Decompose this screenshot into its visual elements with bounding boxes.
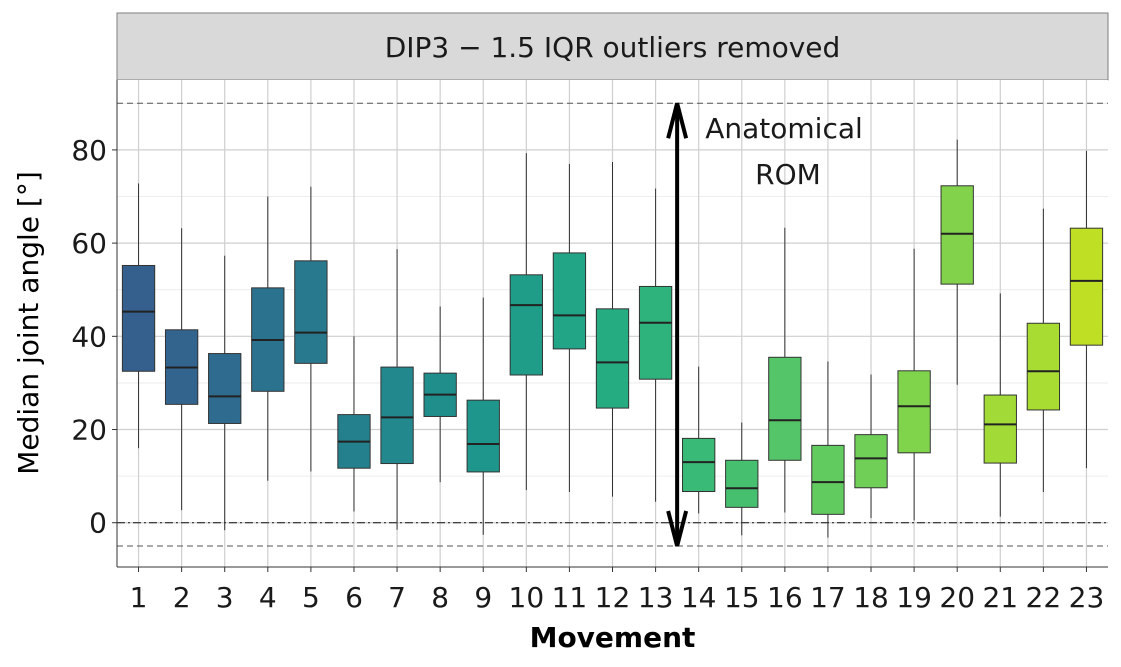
box-series: [121, 139, 1104, 538]
box-body: [638, 285, 673, 380]
box-body: [940, 185, 974, 285]
box-5: [294, 186, 328, 472]
box-3: [208, 255, 242, 531]
x-tick-label: 16: [767, 581, 803, 614]
y-tick-label: 60: [71, 227, 107, 260]
box-body: [294, 260, 328, 364]
x-axis-ticks: 1 2 3 4 5 6 7 8 9 10 11 12 13 14 15 16 17 18 19 20 21 22 23: [130, 567, 1105, 614]
box-body: [208, 353, 242, 424]
y-tick-label: 20: [71, 414, 107, 447]
reference-lines: [117, 102, 1108, 547]
box-18: [854, 374, 888, 519]
box-17: [811, 361, 845, 538]
box-11: [552, 163, 587, 492]
box-15: [725, 422, 759, 536]
facet-title: DIP3 − 1.5 IQR outliers removed: [385, 31, 841, 64]
x-tick-label: 17: [810, 581, 846, 614]
box-body: [897, 370, 931, 454]
y-tick-label: 40: [71, 320, 107, 353]
x-tick-label: 1: [130, 581, 148, 614]
box-body: [983, 394, 1017, 464]
y-tick-label: 0: [89, 507, 107, 540]
x-tick-label: 9: [474, 581, 492, 614]
x-tick-label: 19: [896, 581, 932, 614]
y-axis-ticks: 0 20 40 60 80: [71, 134, 117, 540]
x-tick-label: 22: [1026, 581, 1062, 614]
x-tick-label: 13: [638, 581, 674, 614]
box-body: [854, 434, 888, 489]
box-2: [164, 228, 199, 511]
x-tick-label: 3: [216, 581, 234, 614]
x-tick-label: 23: [1069, 581, 1105, 614]
box-body: [509, 274, 543, 376]
x-tick-label: 15: [724, 581, 760, 614]
box-9: [466, 297, 500, 535]
box-4: [251, 196, 285, 481]
rom-arrow-head-up: [666, 102, 689, 139]
x-tick-label: 4: [259, 581, 277, 614]
box-14: [682, 366, 716, 514]
x-tick-label: 21: [982, 581, 1018, 614]
x-tick-label: 7: [388, 581, 406, 614]
facet-strip: [116, 12, 1109, 81]
box-6: [337, 336, 371, 512]
box-19: [897, 248, 931, 521]
box-8: [423, 306, 457, 483]
x-tick-label: 20: [939, 581, 975, 614]
x-tick-label: 11: [552, 581, 588, 614]
x-axis-title: Movement: [530, 621, 696, 654]
box-body: [380, 366, 414, 465]
box-10: [509, 153, 543, 491]
x-tick-label: 5: [302, 581, 320, 614]
box-13: [638, 188, 673, 502]
y-axis-title: Median joint angle [°]: [12, 171, 45, 475]
box-body: [682, 437, 716, 493]
box-22: [1026, 208, 1061, 492]
x-tick-label: 12: [595, 581, 631, 614]
rom-annotation: Anatomical ROM: [666, 102, 863, 547]
rom-arrow-head-down: [666, 510, 689, 547]
x-tick-label: 10: [509, 581, 545, 614]
box-body: [466, 399, 500, 473]
x-tick-label: 2: [173, 581, 191, 614]
x-tick-label: 8: [431, 581, 449, 614]
box-body: [1026, 322, 1061, 411]
box-body: [552, 252, 587, 350]
x-tick-label: 14: [681, 581, 717, 614]
box-body: [768, 356, 802, 461]
box-7: [380, 249, 414, 530]
box-16: [768, 227, 802, 513]
box-12: [595, 162, 630, 497]
x-tick-label: 18: [853, 581, 889, 614]
box-body: [595, 308, 630, 409]
annotation-line-1: Anatomical: [705, 112, 863, 145]
box-body: [811, 444, 845, 515]
y-tick-label: 80: [71, 134, 107, 167]
x-tick-label: 6: [345, 581, 363, 614]
box-body: [1069, 227, 1104, 346]
box-body: [725, 459, 759, 508]
box-20: [940, 139, 974, 385]
box-1: [121, 183, 156, 449]
box-21: [983, 293, 1017, 517]
box-23: [1069, 150, 1104, 469]
annotation-line-2: ROM: [755, 158, 821, 191]
box-body: [121, 264, 156, 372]
